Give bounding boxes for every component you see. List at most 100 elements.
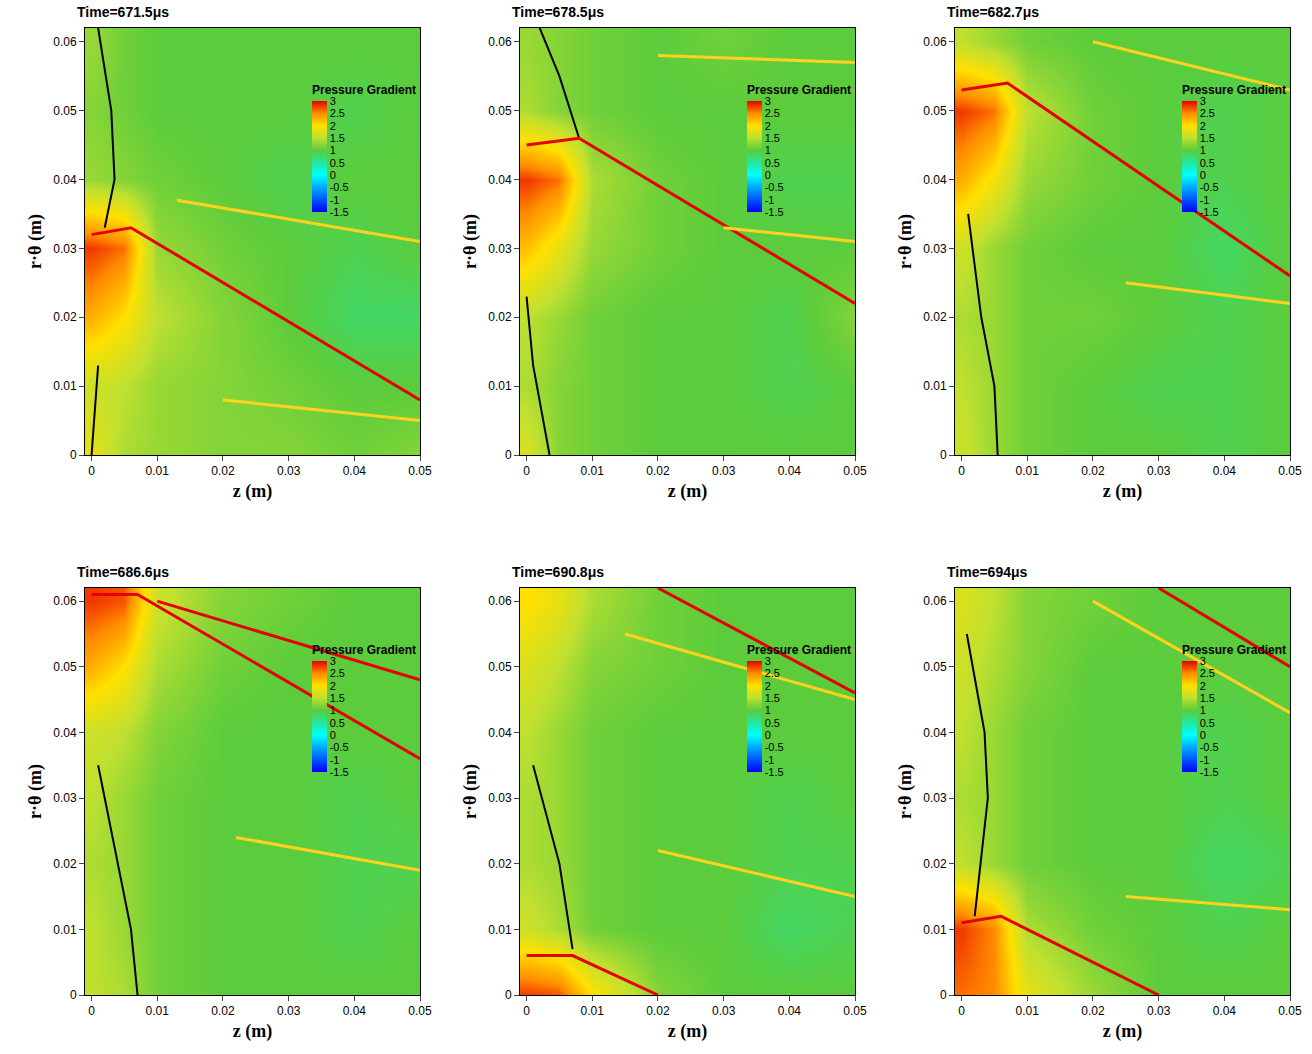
svg-text:r·θ (m): r·θ (m)	[460, 214, 481, 269]
svg-text:0: 0	[330, 729, 336, 741]
svg-text:0.02: 0.02	[53, 857, 77, 871]
svg-text:0.03: 0.03	[712, 464, 736, 478]
svg-text:3: 3	[330, 655, 336, 667]
svg-text:0.04: 0.04	[778, 464, 802, 478]
svg-text:0.03: 0.03	[923, 791, 947, 805]
svg-text:0.05: 0.05	[1278, 1004, 1302, 1018]
svg-text:3: 3	[1200, 95, 1206, 107]
svg-text:2.5: 2.5	[765, 667, 780, 679]
svg-text:0: 0	[505, 988, 512, 1002]
svg-text:0.03: 0.03	[1147, 464, 1171, 478]
svg-text:0.02: 0.02	[1081, 464, 1105, 478]
svg-text:Time=686.6μs: Time=686.6μs	[77, 564, 169, 580]
svg-text:0: 0	[940, 988, 947, 1002]
svg-text:0.03: 0.03	[712, 1004, 736, 1018]
svg-text:Pressure Gradient: Pressure Gradient	[747, 643, 851, 657]
svg-text:3: 3	[330, 95, 336, 107]
svg-text:0: 0	[70, 988, 77, 1002]
svg-text:z (m): z (m)	[668, 1021, 707, 1042]
svg-text:0.05: 0.05	[408, 464, 432, 478]
svg-text:0.05: 0.05	[408, 1004, 432, 1018]
svg-text:r·θ (m): r·θ (m)	[25, 214, 46, 269]
svg-text:0: 0	[1200, 169, 1206, 181]
svg-text:0.03: 0.03	[277, 464, 301, 478]
svg-text:0.05: 0.05	[53, 660, 77, 674]
svg-text:0: 0	[958, 464, 965, 478]
svg-text:0.03: 0.03	[53, 791, 77, 805]
svg-text:0.03: 0.03	[277, 1004, 301, 1018]
svg-text:0.02: 0.02	[211, 1004, 235, 1018]
svg-text:0.05: 0.05	[53, 104, 77, 118]
svg-text:-1: -1	[765, 754, 775, 766]
svg-text:0.01: 0.01	[488, 923, 512, 937]
svg-text:0: 0	[523, 1004, 530, 1018]
svg-text:-1: -1	[1200, 194, 1210, 206]
svg-text:0.05: 0.05	[923, 660, 947, 674]
svg-text:1: 1	[765, 144, 771, 156]
svg-text:0: 0	[505, 448, 512, 462]
svg-text:-0.5: -0.5	[765, 741, 784, 753]
svg-text:2: 2	[765, 680, 771, 692]
svg-text:0.03: 0.03	[53, 242, 77, 256]
svg-text:0: 0	[940, 448, 947, 462]
svg-text:-1.5: -1.5	[330, 206, 349, 218]
svg-text:0.5: 0.5	[330, 157, 345, 169]
svg-text:2: 2	[1200, 680, 1206, 692]
svg-text:2: 2	[765, 120, 771, 132]
svg-text:0.04: 0.04	[923, 726, 947, 740]
svg-text:0: 0	[70, 448, 77, 462]
svg-text:0.04: 0.04	[488, 726, 512, 740]
svg-text:1: 1	[765, 704, 771, 716]
svg-text:Time=694μs: Time=694μs	[947, 564, 1028, 580]
svg-text:0.06: 0.06	[53, 35, 77, 49]
svg-text:0.01: 0.01	[1016, 464, 1040, 478]
svg-text:0.05: 0.05	[843, 464, 867, 478]
svg-text:0.03: 0.03	[488, 791, 512, 805]
svg-text:-0.5: -0.5	[1200, 741, 1219, 753]
svg-text:z (m): z (m)	[1103, 481, 1142, 502]
svg-text:Time=678.5μs: Time=678.5μs	[512, 4, 604, 20]
svg-text:z (m): z (m)	[233, 1021, 272, 1042]
svg-text:0.04: 0.04	[1213, 1004, 1237, 1018]
svg-text:r·θ (m): r·θ (m)	[895, 214, 916, 269]
svg-text:0: 0	[88, 464, 95, 478]
svg-text:1.5: 1.5	[1200, 132, 1215, 144]
svg-text:0.02: 0.02	[211, 464, 235, 478]
svg-text:0.06: 0.06	[923, 35, 947, 49]
svg-text:2.5: 2.5	[1200, 107, 1215, 119]
svg-text:0.06: 0.06	[488, 594, 512, 608]
svg-text:1.5: 1.5	[1200, 692, 1215, 704]
svg-text:1: 1	[1200, 704, 1206, 716]
svg-text:r·θ (m): r·θ (m)	[25, 764, 46, 819]
svg-text:Pressure Gradient: Pressure Gradient	[312, 643, 416, 657]
svg-text:0.01: 0.01	[146, 1004, 170, 1018]
svg-text:0.04: 0.04	[53, 173, 77, 187]
svg-text:0.02: 0.02	[646, 464, 670, 478]
svg-text:2.5: 2.5	[1200, 667, 1215, 679]
svg-text:0.06: 0.06	[488, 35, 512, 49]
svg-text:0.5: 0.5	[330, 717, 345, 729]
svg-text:r·θ (m): r·θ (m)	[460, 764, 481, 819]
svg-text:0.01: 0.01	[1016, 1004, 1040, 1018]
svg-text:0.02: 0.02	[1081, 1004, 1105, 1018]
svg-text:0.02: 0.02	[923, 310, 947, 324]
svg-text:0.5: 0.5	[1200, 717, 1215, 729]
svg-text:0: 0	[765, 729, 771, 741]
svg-text:0: 0	[330, 169, 336, 181]
svg-text:0.05: 0.05	[843, 1004, 867, 1018]
svg-text:0.06: 0.06	[53, 594, 77, 608]
svg-text:0: 0	[88, 1004, 95, 1018]
svg-text:-0.5: -0.5	[330, 181, 349, 193]
svg-text:-1.5: -1.5	[765, 206, 784, 218]
svg-text:0.02: 0.02	[646, 1004, 670, 1018]
svg-text:Time=690.8μs: Time=690.8μs	[512, 564, 604, 580]
svg-text:0: 0	[1200, 729, 1206, 741]
svg-text:0.01: 0.01	[581, 464, 605, 478]
svg-text:2: 2	[330, 120, 336, 132]
svg-text:0.04: 0.04	[488, 173, 512, 187]
svg-text:0.01: 0.01	[581, 1004, 605, 1018]
svg-text:Pressure Gradient: Pressure Gradient	[312, 83, 416, 97]
svg-text:0.5: 0.5	[765, 157, 780, 169]
svg-text:0.02: 0.02	[488, 310, 512, 324]
svg-text:0.04: 0.04	[778, 1004, 802, 1018]
